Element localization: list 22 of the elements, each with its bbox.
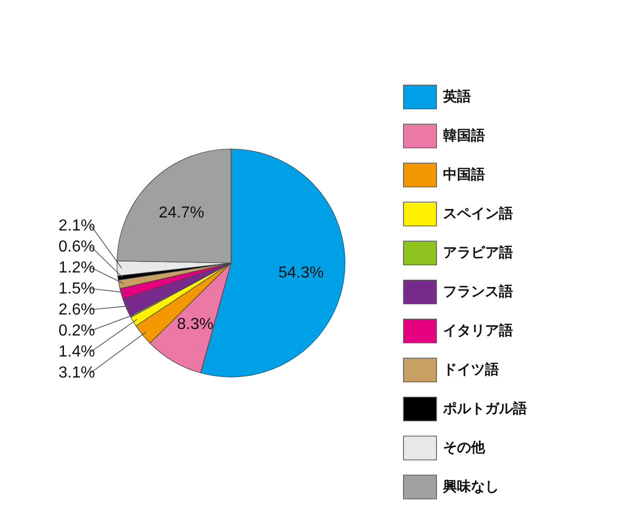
data-label: 0.2% [58,322,95,340]
legend-label: イタリア語 [443,322,513,339]
data-label: 3.1% [58,364,95,382]
data-label: 54.3% [278,264,324,282]
legend-label: アラビア語 [443,244,513,261]
legend-label: ポルトガル語 [442,400,527,417]
data-label: 8.3% [176,316,214,333]
data-label: 1.2% [58,260,95,277]
legend-label: ドイツ語 [443,361,499,378]
legend-label: 英語 [442,88,471,105]
data-label: 1.4% [58,344,95,361]
legend-label: 韓国語 [443,127,485,144]
data-label: 24.7% [158,204,204,222]
data-label: 2.1% [58,218,95,235]
legend-label: フランス語 [443,283,513,300]
legend-label: 興味なし [442,479,499,495]
legend-label: スペイン語 [443,205,513,222]
legend-label: その他 [443,440,486,456]
legend-label: 中国語 [443,166,485,183]
data-label: 2.6% [58,302,95,319]
data-label: 0.6% [58,238,95,256]
data-label: 1.5% [58,280,95,298]
